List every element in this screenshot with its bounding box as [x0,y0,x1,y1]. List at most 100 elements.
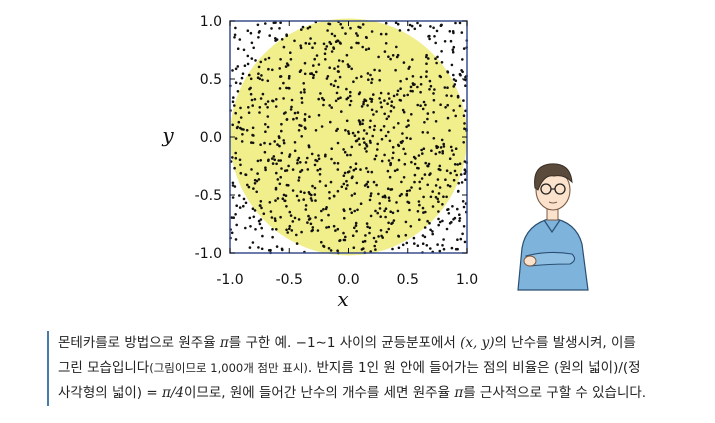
scatter-point [434,184,438,187]
scatter-point [437,167,441,171]
scatter-point [373,68,376,72]
scatter-point [274,21,277,24]
scatter-point [397,235,401,238]
scatter-point [304,208,308,211]
scatter-point [260,247,264,251]
scatter-point [383,153,386,157]
scatter-point [432,98,436,102]
scatter-point [235,204,238,207]
scatter-point [366,225,369,229]
scatter-point [273,140,277,143]
scatter-point [336,162,340,165]
scatter-point [460,181,464,184]
scatter-point [381,195,385,199]
scatter-point [259,159,263,162]
scatter-point [239,106,242,110]
scatter-point [462,114,466,117]
scatter-point [443,86,447,89]
scatter-point [393,169,397,173]
scatter-point [462,225,466,228]
scatter-point [285,205,288,208]
scatter-point [335,129,338,132]
scatter-point [448,157,452,160]
scatter-point [436,178,440,181]
scatter-point [389,163,392,167]
scatter-point [374,240,378,243]
scatter-point [423,121,426,124]
scatter-point [446,86,449,89]
scatter-point [448,30,452,33]
scatter-point [352,80,355,83]
scatter-point [413,242,416,245]
scatter-point [280,129,283,133]
scatter-point [386,102,389,105]
scatter-point [310,72,314,75]
x-tick-label: 0.0 [337,272,359,288]
scatter-point [401,132,404,135]
scatter-point [336,227,340,231]
scatter-point [297,129,301,132]
scatter-point [438,249,442,253]
scatter-point [459,237,463,241]
scatter-point [401,108,405,112]
scatter-point [320,219,324,222]
scatter-point [334,99,338,103]
scatter-point [338,41,342,44]
scatter-point [234,137,238,140]
scatter-point [303,72,307,76]
scatter-point [459,173,463,176]
scatter-point [233,36,236,39]
scatter-point [426,219,429,223]
scatter-point [380,105,383,109]
scatter-point [291,168,295,171]
scatter-point [280,38,284,41]
scatter-point [236,65,240,68]
scatter-point [342,148,345,151]
thinking-person-illustration [517,163,589,291]
scatter-point [421,107,425,111]
caption-line-1: 몬테카를로 방법으로 원주율 π를 구한 예. −1∼1 사이의 균등분포에서 … [58,331,713,356]
scatter-point [446,103,450,107]
scatter-point [387,115,391,118]
scatter-point [297,218,301,221]
scatter-point [418,203,421,207]
scatter-point [233,104,236,107]
scatter-point [317,113,321,117]
scatter-point [397,144,401,148]
scatter-point [312,73,316,77]
scatter-point [390,104,393,108]
scatter-point [278,87,282,90]
scatter-point [429,228,432,232]
scatter-point [267,56,271,60]
scatter-point [374,154,378,158]
scatter-point [362,100,366,104]
scatter-point [422,100,426,104]
scatter-point [427,57,430,60]
scatter-point [234,111,237,115]
scatter-point [251,207,255,210]
scatter-point [308,115,311,118]
scatter-point [303,113,307,116]
scatter-point [401,139,404,143]
scatter-point [315,70,318,74]
scatter-point [378,207,382,210]
scatter-point [358,91,362,94]
scatter-point [416,21,419,25]
y-tick-label: -1.0 [195,246,222,262]
scatter-point [368,226,372,230]
scatter-point [451,30,455,33]
scatter-point [333,34,337,38]
scatter-point [444,178,447,181]
scatter-point [440,61,444,64]
scatter-point [231,123,234,127]
scatter-point [437,217,440,221]
scatter-point [302,198,306,201]
y-axis-label: y [161,123,174,147]
scatter-point [258,222,262,226]
caption-text: 그린 모습입니다 [58,360,150,376]
scatter-point [450,149,454,152]
scatter-point [425,62,428,65]
scatter-point [377,192,380,196]
scatter-point [233,185,237,188]
scatter-point [357,41,360,45]
